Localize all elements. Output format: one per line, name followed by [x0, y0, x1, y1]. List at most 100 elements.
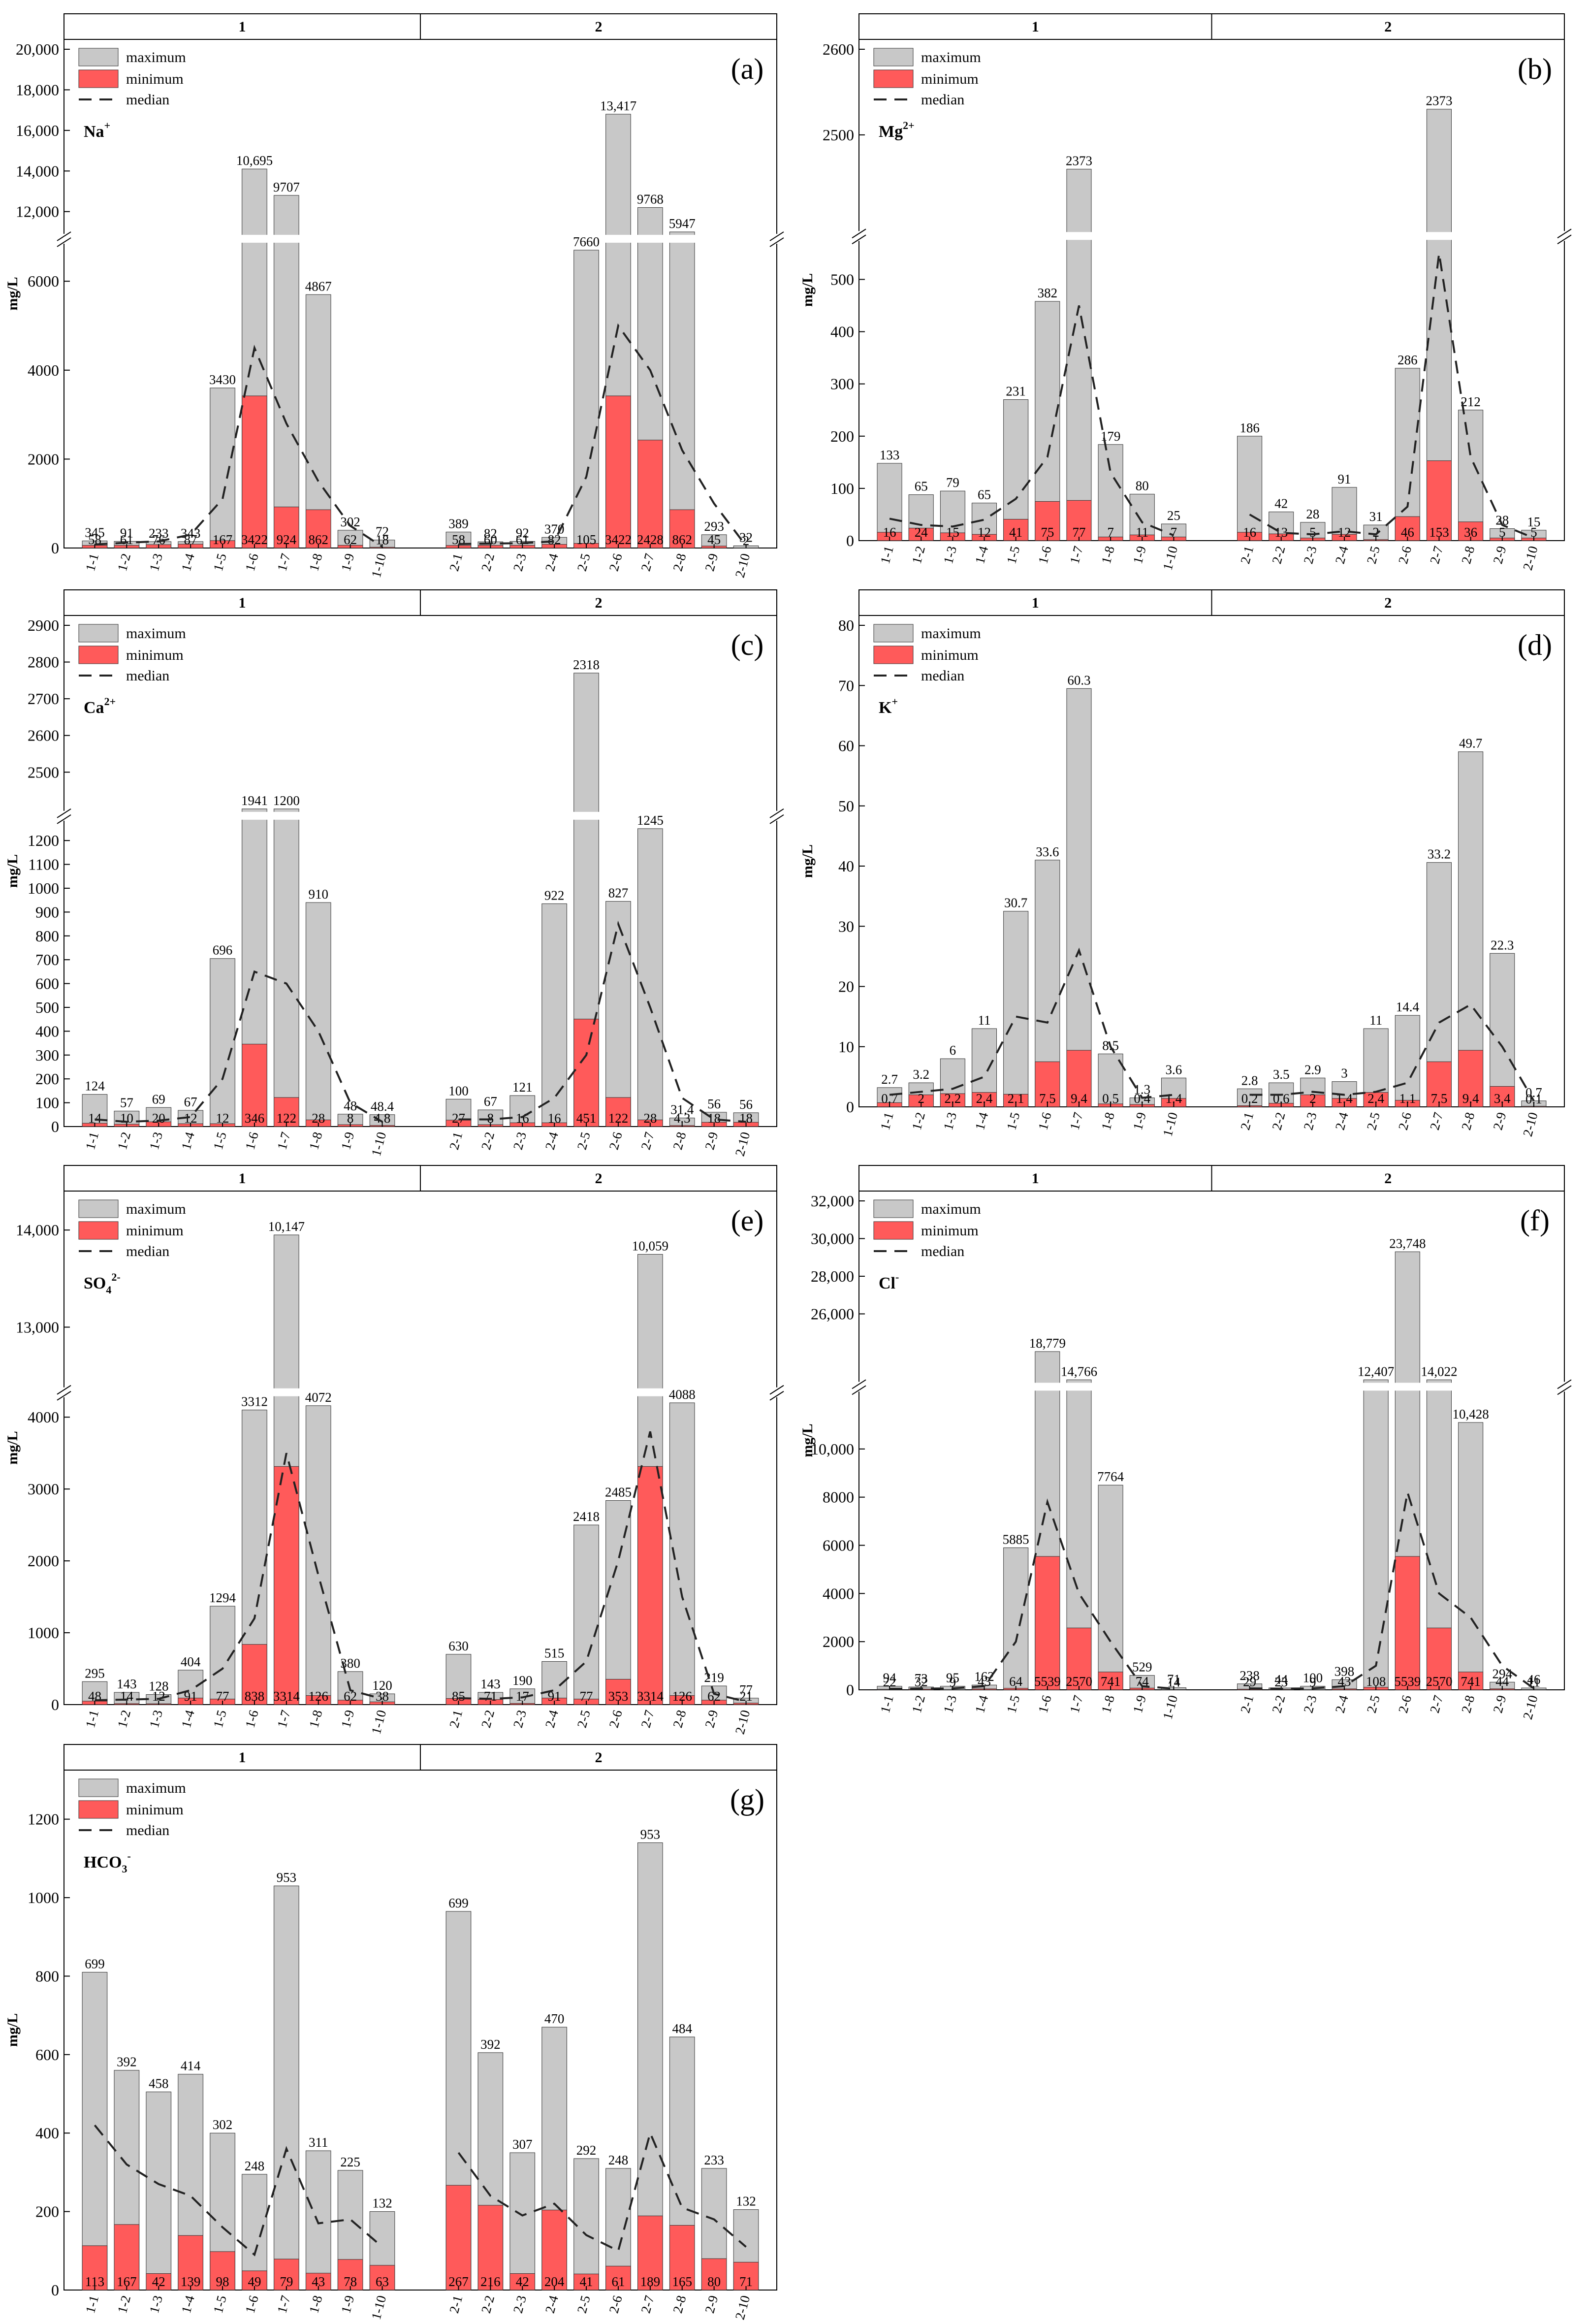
group-label: 1 — [239, 595, 246, 611]
data-label-maximum: 404 — [181, 1654, 201, 1669]
x-tick-label: 2-3 — [510, 2294, 529, 2315]
y-tick-label: 14,000 — [16, 162, 59, 180]
x-tick-label: 2-9 — [1490, 545, 1509, 566]
median-line — [457, 2130, 747, 2253]
legend-label-median: median — [126, 92, 169, 108]
x-tick-label: 2-7 — [638, 552, 657, 573]
legend-label-median: median — [921, 668, 964, 684]
bar-break-gap — [1395, 1383, 1421, 1391]
legend-swatch-maximum — [78, 1778, 119, 1797]
y-tick-label: 4000 — [28, 361, 59, 379]
data-label-maximum: 33.2 — [1428, 847, 1451, 862]
y-tick-label: 500 — [830, 271, 854, 289]
bar-minimum — [477, 2205, 504, 2291]
data-label-maximum: 248 — [245, 2159, 265, 2173]
bar-break-gap — [1066, 232, 1092, 240]
x-tick-label: 1-10 — [369, 1709, 389, 1736]
bar-maximum — [445, 1654, 472, 1705]
y-tick-label: 400 — [35, 1022, 59, 1040]
bar-minimum — [210, 2251, 235, 2291]
y-tick-label: 2500 — [823, 126, 854, 144]
data-label-minimum: 2 — [1372, 525, 1379, 540]
legend-label-maximum: maximum — [126, 49, 186, 65]
y-tick-label: 600 — [35, 975, 59, 993]
group-label: 2 — [595, 1170, 603, 1187]
x-tick-label: 1-9 — [338, 1709, 357, 1730]
data-label-maximum: 2485 — [605, 1485, 632, 1500]
x-tick-label: 1-9 — [1130, 545, 1149, 566]
axis-break-mark — [57, 237, 71, 247]
x-tick-label: 2-4 — [1333, 1693, 1351, 1714]
x-tick-label: 2-1 — [446, 552, 465, 573]
x-tick-label: 1-4 — [179, 551, 197, 573]
x-tick-label: 2-3 — [1301, 545, 1319, 566]
axis-break-mark — [769, 1385, 784, 1395]
chart-panel-c: 1 2 0 100 200 300 400 500 600 700 800 900 1000 1100 12… — [4, 589, 784, 1158]
x-tick-label: 2-3 — [1301, 1111, 1319, 1132]
y-axis-label: mg/L — [4, 2013, 21, 2047]
data-label-maximum: 5885 — [1003, 1532, 1029, 1547]
bar-maximum — [605, 901, 631, 1127]
bar-break-gap — [605, 234, 632, 243]
data-label-maximum: 23,748 — [1389, 1236, 1426, 1251]
y-tick-label: 700 — [35, 951, 59, 968]
bar-minimum — [1426, 1061, 1452, 1107]
y-axis-label: mg/L — [799, 273, 816, 307]
y-tick-label: 32,000 — [811, 1192, 854, 1210]
y-tick-label: 100 — [35, 1094, 59, 1112]
x-tick-label: 1-5 — [1004, 1694, 1022, 1715]
axis-break-mark — [1557, 234, 1572, 245]
bar-minimum — [114, 2224, 140, 2291]
axis-break-mark — [57, 814, 71, 824]
data-label-maximum: 248 — [608, 2153, 629, 2167]
bar-maximum — [509, 2152, 536, 2291]
y-tick-label: 2000 — [28, 1552, 59, 1570]
bar-minimum — [1066, 1050, 1092, 1107]
data-label-maximum: 60.3 — [1067, 673, 1090, 687]
bar-maximum — [305, 902, 331, 1127]
bar-maximum — [274, 1885, 299, 2291]
x-tick-label: 1-10 — [1160, 1694, 1180, 1721]
y-tick-label: 3000 — [28, 1480, 59, 1498]
legend-label-minimum: minimum — [126, 1802, 184, 1818]
legend-swatch-minimum — [78, 646, 119, 664]
bar-maximum — [210, 958, 235, 1127]
x-tick-label: 2-2 — [1269, 1694, 1288, 1715]
legend-swatch-minimum — [78, 1800, 119, 1819]
data-label-maximum: 302 — [340, 515, 360, 529]
y-tick-label: 2800 — [28, 653, 59, 671]
data-label-maximum: 484 — [672, 2021, 693, 2036]
data-label-maximum: 121 — [512, 1080, 533, 1095]
y-tick-label: 50 — [838, 797, 854, 815]
x-tick-label: 1-3 — [941, 1111, 959, 1132]
y-tick-label: 0 — [51, 1696, 59, 1713]
bar-maximum — [1066, 168, 1092, 541]
data-label-maximum: 11 — [1369, 1013, 1382, 1028]
x-tick-label: 2-4 — [542, 2293, 561, 2315]
x-tick-label: 2-8 — [670, 1130, 689, 1152]
legend-swatch-maximum — [873, 48, 914, 66]
x-tick-label: 2-6 — [1396, 1111, 1414, 1132]
data-label-maximum: 190 — [512, 1673, 533, 1688]
y-tick-label: 14,000 — [16, 1221, 59, 1239]
bar-maximum — [146, 2092, 172, 2291]
data-label-maximum: 225 — [340, 2155, 360, 2169]
legend-label-median: median — [126, 1822, 169, 1839]
data-label-maximum: 302 — [213, 2117, 233, 2132]
legend-swatch-minimum — [78, 1221, 119, 1240]
x-tick-label: 1-5 — [211, 1130, 229, 1152]
legend-label-maximum: maximum — [126, 1201, 186, 1217]
data-label-maximum: 100 — [448, 1083, 469, 1098]
bar-maximum — [305, 1405, 331, 1705]
axis-break-mark — [1557, 228, 1572, 239]
panel-label: (f) — [1520, 1204, 1550, 1237]
data-label-maximum: 293 — [704, 519, 724, 534]
ion-label: Ca2+ — [84, 695, 116, 717]
data-label-maximum: 311 — [309, 2135, 328, 2150]
x-tick-label: 1-8 — [306, 1130, 325, 1152]
x-tick-label: 2-7 — [1427, 545, 1446, 566]
chart-panel-a: 1 2 0 2000 4000 6000 12,000 14,000 16,000 18,000 2… — [4, 13, 784, 579]
bar-maximum — [1003, 911, 1029, 1107]
x-tick-label: 2-10 — [1520, 1694, 1541, 1721]
y-tick-label: 800 — [35, 927, 59, 945]
